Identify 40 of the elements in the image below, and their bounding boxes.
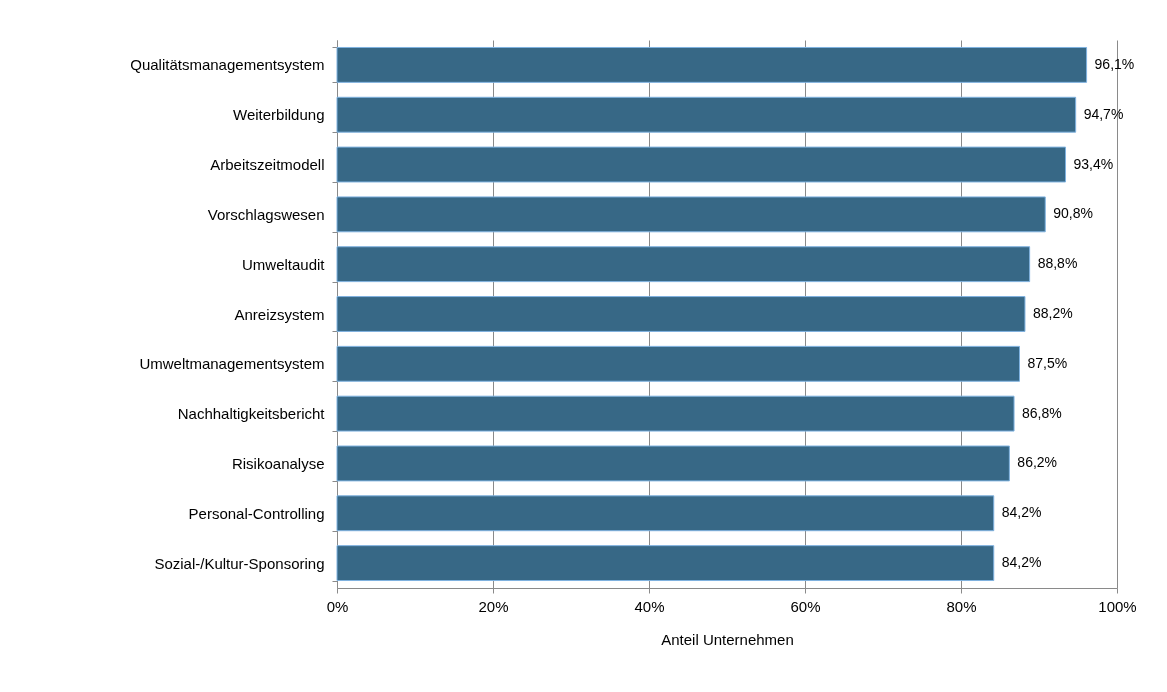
data-label: 84,2% (1001, 554, 1042, 571)
x-tick-label: 20% (478, 597, 509, 615)
x-axis-title: Anteil Unternehmen (661, 630, 794, 648)
y-tick-label: Nachhaltigkeitsbericht (177, 405, 326, 423)
y-tick-label: Sozial-/Kultur-Sponsoring (154, 554, 325, 572)
y-tick-label: Anreizsystem (234, 305, 325, 323)
bar (336, 196, 1046, 233)
bar (336, 445, 1010, 482)
y-tick-label: Weiterbildung (233, 106, 325, 124)
y-tick-label: Vorschlagswesen (207, 205, 325, 223)
bar (336, 345, 1020, 382)
data-label: 88,2% (1032, 305, 1073, 321)
data-label: 86,2% (1017, 454, 1058, 471)
x-tick-label: 40% (634, 597, 665, 615)
data-label: 87,5% (1027, 354, 1068, 371)
bar (336, 545, 995, 582)
bar (336, 46, 1088, 83)
data-label: 93,4% (1073, 155, 1114, 172)
data-label: 96,1% (1094, 55, 1135, 72)
data-label: 90,8% (1053, 205, 1093, 222)
data-label: 88,8% (1037, 255, 1078, 272)
y-tick-label: Risikoanalyse (231, 454, 325, 472)
data-label: 94,7% (1083, 105, 1124, 122)
x-tick-label: 80% (946, 597, 977, 615)
x-tick-label: 100% (1098, 597, 1137, 615)
data-label: 84,2% (1001, 504, 1042, 521)
y-tick-label: Arbeitszeitmodell (210, 156, 325, 174)
bar (336, 246, 1031, 283)
y-tick-label: Personal-Controlling (188, 504, 325, 522)
bar (336, 296, 1026, 332)
data-label: 86,8% (1022, 404, 1062, 421)
bar (336, 395, 1015, 432)
y-tick-label: Umweltaudit (241, 255, 326, 273)
bar (336, 146, 1067, 183)
x-tick-label: 60% (790, 597, 821, 615)
y-tick-label: Qualitätsmanagementsystem (130, 56, 325, 74)
y-tick-label: Umweltmanagementsystem (139, 355, 325, 373)
x-tick-label: 0% (326, 597, 349, 615)
bar (336, 96, 1077, 133)
bar (336, 495, 995, 532)
